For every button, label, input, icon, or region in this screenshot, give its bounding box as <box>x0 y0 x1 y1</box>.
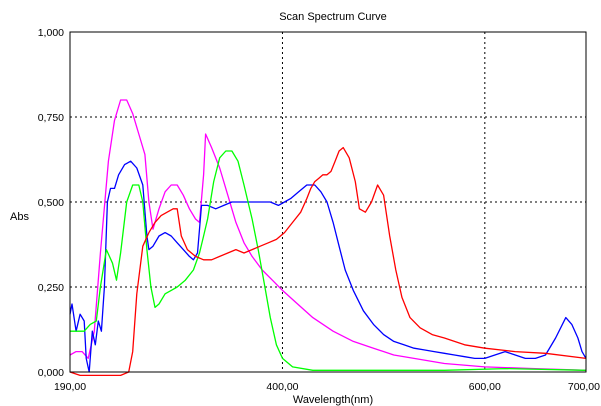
y-tick-label: 1,000 <box>38 27 64 39</box>
y-tick-label: 0,000 <box>38 367 64 379</box>
y-tick-label: 0,750 <box>38 112 64 124</box>
grid <box>70 32 586 372</box>
series-group <box>69 99 587 377</box>
plot-frame <box>69 31 587 373</box>
x-tick-label: 600,00 <box>469 381 501 393</box>
series-line-4 <box>69 146 587 377</box>
y-tick-label: 0,250 <box>38 282 64 294</box>
x-tick-label: 700,00 <box>568 381 600 393</box>
x-tick-label: 400,00 <box>266 381 298 393</box>
y-axis-label: Abs <box>10 211 29 223</box>
x-tick-label: 190,00 <box>54 381 86 393</box>
series-line-2 <box>69 160 587 373</box>
chart-title: Scan Spectrum Curve <box>279 11 387 23</box>
x-axis-label: Wavelength(nm) <box>293 394 373 406</box>
y-tick-label: 0,500 <box>38 197 64 209</box>
series-line-3 <box>70 150 587 371</box>
tick-labels: 0,000 0,250 0,500 0,750 1,000 190,00 400,00 600… <box>38 27 600 393</box>
